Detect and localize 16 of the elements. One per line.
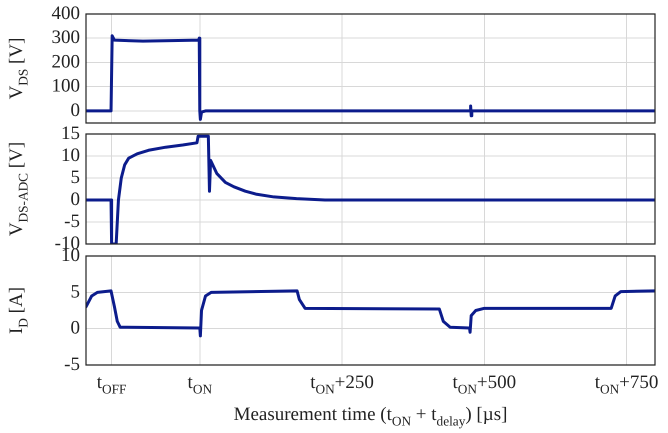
y-axis-title: VDS-ADC [V] — [6, 142, 31, 236]
y-tick-label: 0 — [70, 188, 80, 210]
y-tick-label: 0 — [70, 100, 80, 121]
y-tick-label: 200 — [52, 51, 80, 72]
y-axis-title: ID [A] — [6, 286, 31, 334]
y-tick-label: 0 — [70, 318, 80, 339]
y-tick-label: 400 — [52, 2, 80, 24]
y-tick-label: 5 — [70, 166, 80, 188]
y-tick-label: 300 — [52, 27, 80, 48]
y-tick-label: 15 — [61, 122, 80, 144]
y-tick-label: 10 — [61, 144, 80, 166]
y-tick-label: 100 — [52, 76, 80, 97]
y-tick-label: -5 — [64, 210, 80, 232]
y-axis-title: VDS [V] — [6, 38, 31, 100]
y-tick-label: 5 — [70, 281, 80, 302]
y-tick-label: -5 — [64, 354, 80, 375]
